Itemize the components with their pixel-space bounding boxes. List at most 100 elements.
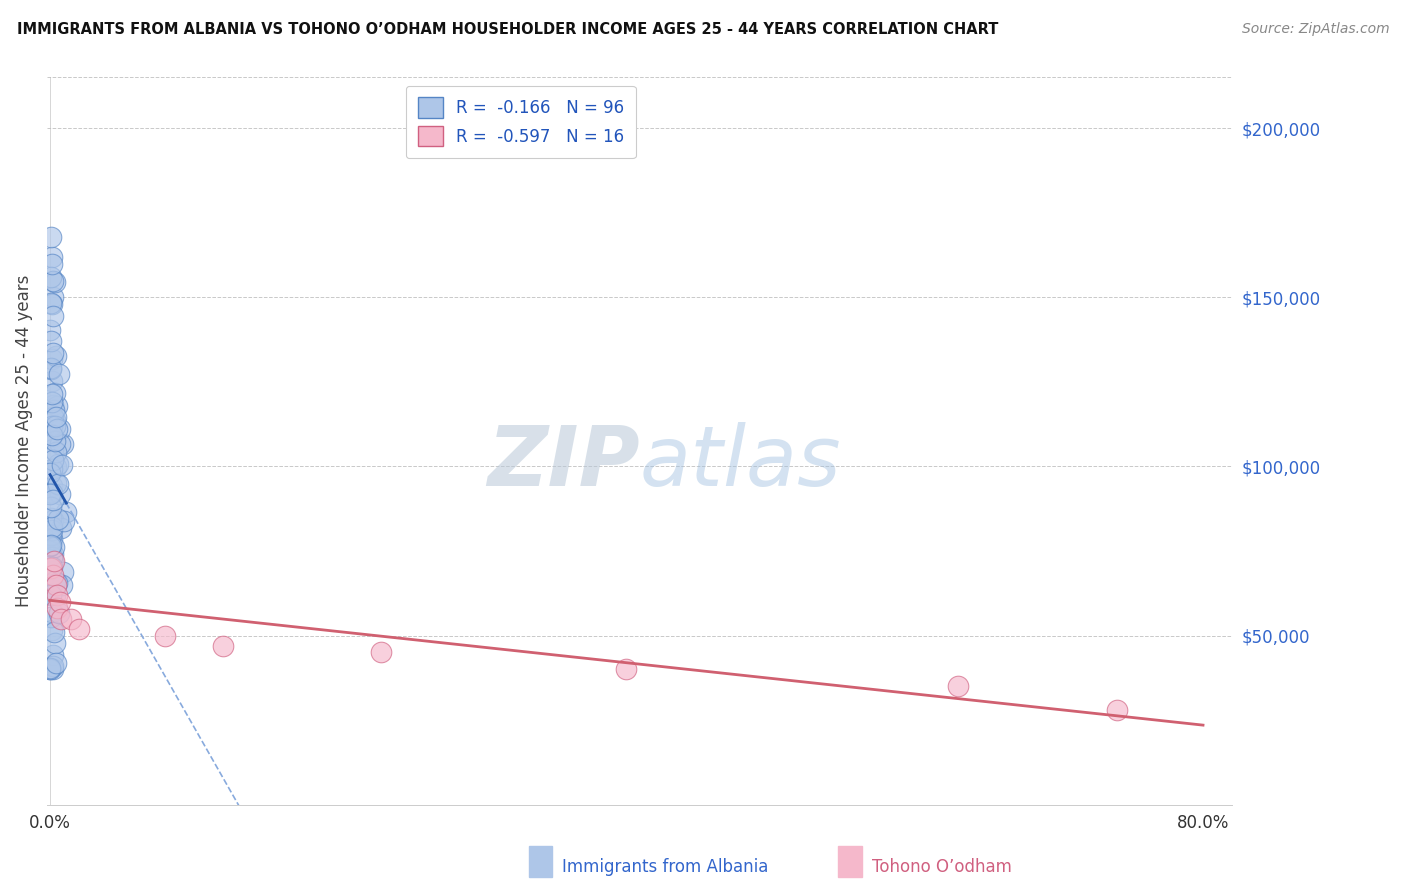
Point [41, 492, 63, 507]
Point [41, 527, 63, 541]
Point [45, 422, 67, 436]
Point [42, 309, 65, 323]
Point [39, 557, 62, 571]
Point [44, 413, 66, 427]
Point [39, 323, 62, 337]
Point [45, 409, 67, 424]
Point [46, 588, 69, 602]
Point [45, 656, 67, 670]
Point [41, 486, 63, 500]
Point [39, 362, 62, 376]
Point [41, 623, 63, 637]
Point [49, 486, 72, 500]
Point [45, 459, 67, 474]
Point [39, 487, 62, 501]
Point [44, 419, 66, 434]
Point [42, 580, 65, 594]
Point [41, 524, 63, 538]
Point [49, 422, 72, 436]
Point [45, 399, 67, 413]
Point [51, 612, 73, 626]
Point [39, 587, 62, 601]
Point [41, 567, 63, 582]
Point [41, 428, 63, 442]
Point [946, 679, 969, 693]
Point [41, 478, 63, 492]
Point [41, 419, 63, 434]
Point [41, 375, 63, 389]
Point [42, 662, 65, 676]
Point [616, 662, 638, 676]
Point [370, 645, 392, 659]
Text: Immigrants from Albania: Immigrants from Albania [562, 858, 769, 876]
Point [42, 624, 65, 639]
Point [45, 578, 67, 592]
Point [42, 513, 65, 527]
Point [44, 402, 66, 417]
Point [41, 297, 63, 311]
Point [52, 436, 75, 450]
Point [42, 648, 65, 663]
Point [1105, 703, 1128, 717]
Point [44, 385, 66, 400]
Point [39, 538, 62, 552]
Point [39, 295, 62, 310]
Point [41, 550, 63, 565]
Point [42, 345, 65, 359]
Point [39, 661, 62, 675]
Point [48, 367, 70, 381]
Point [39, 588, 62, 602]
Point [45, 475, 67, 490]
Point [41, 442, 63, 456]
Point [45, 349, 67, 363]
Text: Source: ZipAtlas.com: Source: ZipAtlas.com [1241, 22, 1389, 37]
Legend: R =  -0.166   N = 96, R =  -0.597   N = 16: R = -0.166 N = 96, R = -0.597 N = 16 [406, 86, 636, 158]
Point [41, 387, 63, 401]
Y-axis label: Householder Income Ages 25 - 44 years: Householder Income Ages 25 - 44 years [15, 275, 32, 607]
Point [60, 612, 83, 626]
Point [41, 559, 63, 574]
Point [41, 274, 63, 288]
Point [39, 466, 62, 480]
Point [42, 398, 65, 412]
Point [39, 485, 62, 500]
Point [41, 290, 63, 304]
Point [55, 505, 77, 519]
Point [49, 595, 72, 609]
Point [44, 275, 66, 289]
Point [52, 566, 75, 580]
Point [41, 394, 63, 409]
Point [41, 257, 63, 271]
Point [39, 533, 62, 547]
Point [39, 229, 62, 244]
Text: ZIP: ZIP [486, 423, 640, 503]
Point [42, 554, 65, 568]
Point [51, 578, 73, 592]
Point [45, 575, 67, 590]
Point [44, 434, 66, 448]
Point [67, 622, 90, 636]
Point [39, 510, 62, 524]
Point [41, 410, 63, 425]
Point [39, 360, 62, 375]
Point [41, 520, 63, 534]
Point [53, 514, 76, 528]
Point [41, 532, 63, 546]
Point [39, 269, 62, 284]
Point [46, 512, 69, 526]
Point [51, 458, 73, 472]
Point [45, 445, 67, 459]
Point [41, 659, 63, 673]
Point [41, 577, 63, 591]
Point [41, 605, 63, 619]
Point [42, 554, 65, 568]
Point [46, 477, 69, 491]
Point [39, 662, 62, 676]
Point [41, 250, 63, 264]
Point [48, 607, 70, 621]
Point [42, 452, 65, 467]
Point [46, 458, 69, 472]
Point [42, 548, 65, 562]
Text: atlas: atlas [640, 423, 841, 503]
Point [41, 461, 63, 475]
